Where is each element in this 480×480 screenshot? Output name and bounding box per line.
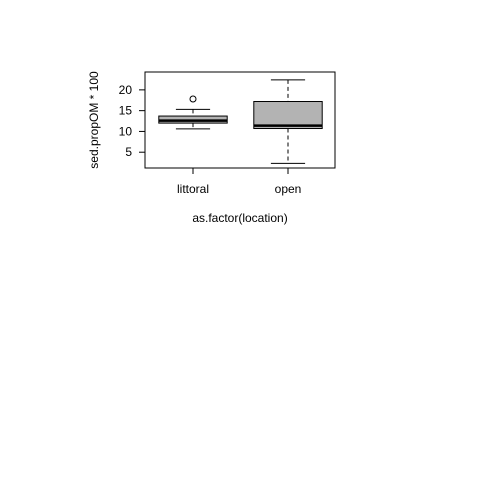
- y-tick-label: 10: [119, 124, 133, 138]
- boxes: [158, 79, 323, 164]
- iqr-box: [253, 101, 323, 130]
- y-axis-label: sed.propOM * 100: [87, 71, 101, 169]
- x-tick-label: littoral: [177, 182, 209, 196]
- outlier-point: [189, 95, 197, 103]
- x-axis-label: as.factor(location): [192, 211, 287, 225]
- y-axis: 5 10 15 20: [119, 83, 146, 159]
- x-axis: littoral open: [177, 167, 302, 196]
- y-tick-label: 15: [119, 104, 133, 118]
- box-littoral: [158, 95, 228, 130]
- x-tick-label: open: [275, 182, 302, 196]
- box-open: [253, 79, 323, 164]
- y-tick-label: 20: [119, 83, 133, 97]
- y-tick-label: 5: [125, 145, 132, 159]
